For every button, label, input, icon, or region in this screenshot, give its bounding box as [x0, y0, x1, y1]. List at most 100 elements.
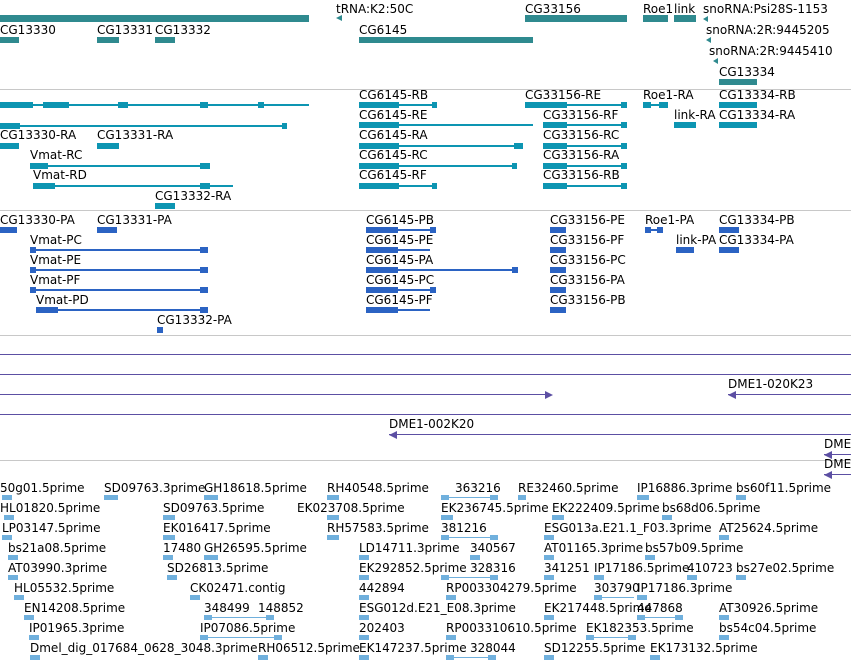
protein-label[interactable]: CG6145-PE [366, 233, 434, 247]
est-glyph[interactable] [544, 555, 554, 560]
transcript-glyph[interactable] [0, 143, 19, 149]
transcript-label[interactable]: CG13334-RB [719, 88, 796, 102]
est-glyph[interactable] [645, 555, 655, 560]
est-glyph[interactable] [675, 615, 683, 620]
transcript-glyph[interactable] [543, 163, 627, 169]
est-label[interactable]: 17480 [163, 541, 202, 555]
clone-end-marker[interactable] [545, 391, 553, 399]
est-glyph[interactable] [488, 655, 496, 660]
est-label[interactable]: AT01165.3prime [544, 541, 644, 555]
protein-glyph[interactable] [366, 227, 436, 233]
protein-label[interactable]: CG6145-PC [366, 273, 435, 287]
est-glyph[interactable] [586, 635, 594, 640]
est-label[interactable]: GH18618.5prime [204, 481, 307, 495]
protein-glyph[interactable] [550, 247, 566, 253]
est-glyph[interactable] [204, 617, 274, 618]
gene-glyph[interactable] [643, 15, 668, 22]
est-glyph[interactable] [637, 595, 647, 600]
est-glyph[interactable] [441, 497, 496, 498]
clone-line[interactable] [0, 394, 550, 395]
est-label[interactable]: Dmel_dig_017684_0628_3048.3prime [30, 641, 258, 655]
gene-label[interactable]: snoRNA:2R:9445410 [709, 44, 833, 58]
est-label[interactable]: SD12255.5prime [544, 641, 646, 655]
transcript-glyph[interactable] [0, 123, 287, 129]
clone-line[interactable] [824, 474, 851, 475]
est-glyph[interactable] [359, 655, 369, 660]
est-glyph[interactable] [446, 655, 454, 660]
est-glyph[interactable] [266, 615, 274, 620]
transcript-label[interactable]: CG33156-RF [543, 108, 619, 122]
est-label[interactable]: IP07086.5prime [200, 621, 296, 635]
protein-label[interactable]: CG13334-PB [719, 213, 795, 227]
transcript-glyph[interactable] [0, 102, 309, 108]
est-glyph[interactable] [359, 555, 369, 560]
gene-label[interactable]: CG13334 [719, 65, 775, 79]
est-label[interactable]: 50g01.5prime [0, 481, 85, 495]
est-glyph[interactable] [719, 635, 729, 640]
transcript-label[interactable]: Vmat-RC [30, 148, 83, 162]
est-label[interactable]: 202403 [359, 621, 405, 635]
est-glyph[interactable] [441, 577, 496, 578]
est-label[interactable]: bs21a08.5prime [8, 541, 107, 555]
protein-glyph[interactable] [550, 287, 566, 293]
est-label[interactable]: RH06512.5prime [258, 641, 360, 655]
est-label[interactable]: IP16886.3prime [637, 481, 733, 495]
est-label[interactable]: CK02471.contig [190, 581, 286, 595]
protein-glyph[interactable] [97, 227, 117, 233]
transcript-glyph[interactable] [359, 122, 533, 128]
est-label[interactable]: LP03147.5prime [2, 521, 101, 535]
ncrna-glyph[interactable] [713, 58, 718, 64]
ncrna-glyph[interactable] [706, 37, 711, 43]
est-label[interactable]: RE32460.5prime [518, 481, 619, 495]
est-label[interactable]: AT30926.5prime [719, 601, 819, 615]
gene-glyph[interactable] [155, 37, 175, 43]
protein-glyph[interactable] [550, 267, 566, 273]
clone-label[interactable]: DME1-002K20 [389, 417, 475, 431]
est-glyph[interactable] [518, 495, 526, 500]
protein-glyph[interactable] [550, 227, 566, 233]
gene-label[interactable]: CG13331 [97, 23, 153, 37]
est-label[interactable]: EK182353.5prime [586, 621, 694, 635]
est-label[interactable]: RP003304279.5prime [446, 581, 577, 595]
est-glyph[interactable] [190, 595, 200, 600]
clone-end-marker[interactable] [728, 391, 736, 399]
protein-glyph[interactable] [719, 227, 739, 233]
est-glyph[interactable] [544, 535, 554, 540]
protein-label[interactable]: CG6145-PF [366, 293, 433, 307]
est-glyph[interactable] [8, 555, 18, 560]
est-label[interactable]: SD09763.5prime [163, 501, 265, 515]
gene-glyph[interactable] [719, 79, 757, 85]
gene-glyph[interactable] [359, 37, 533, 43]
est-label[interactable]: bs68d06.5prime [662, 501, 761, 515]
est-glyph[interactable] [30, 655, 40, 660]
est-label[interactable]: LD14711.3prime [359, 541, 460, 555]
est-label[interactable]: EK173132.5prime [650, 641, 758, 655]
est-glyph[interactable] [29, 635, 39, 640]
est-label[interactable]: RH57583.5prime [327, 521, 429, 535]
protein-label[interactable]: CG33156-PA [550, 273, 625, 287]
est-glyph[interactable] [650, 655, 660, 660]
transcript-glyph[interactable] [97, 143, 119, 149]
clone-line[interactable] [0, 354, 851, 355]
gene-glyph[interactable] [674, 15, 696, 22]
est-glyph[interactable] [719, 615, 729, 620]
protein-glyph[interactable] [719, 247, 739, 253]
clone-end-marker[interactable] [824, 471, 832, 479]
est-glyph[interactable] [594, 575, 604, 580]
gene-glyph[interactable] [0, 37, 19, 43]
clone-line[interactable] [728, 394, 851, 395]
est-label[interactable]: IP17186.5prime [594, 561, 690, 575]
protein-label[interactable]: Vmat-PD [36, 293, 89, 307]
est-label[interactable]: EK217448.5prime [544, 601, 652, 615]
est-glyph[interactable] [200, 637, 282, 638]
est-glyph[interactable] [736, 495, 746, 500]
protein-label[interactable]: Vmat-PE [30, 253, 82, 267]
protein-label[interactable]: CG6145-PB [366, 213, 435, 227]
clone-line[interactable] [389, 434, 851, 435]
est-label[interactable]: SD26813.5prime [167, 561, 269, 575]
est-label[interactable]: bs60f11.5prime [736, 481, 832, 495]
protein-label[interactable]: link-PA [676, 233, 717, 247]
est-glyph[interactable] [637, 615, 645, 620]
gene-label[interactable]: CG13332 [155, 23, 211, 37]
